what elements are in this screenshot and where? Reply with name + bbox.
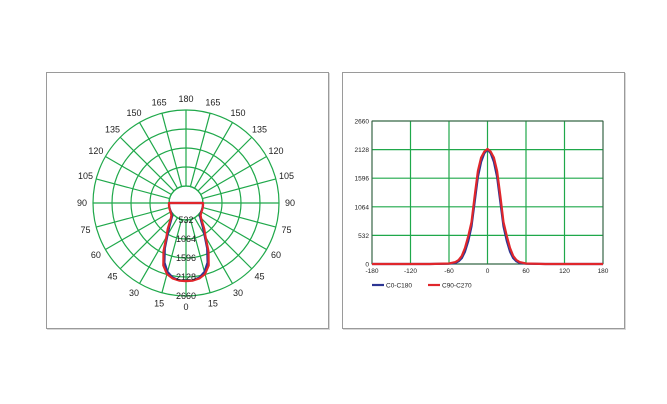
polar-angle-label: 75 xyxy=(81,225,91,235)
legend-label: C0-C180 xyxy=(386,282,412,289)
polar-chart: 180 1651501351201059075604530150153045607… xyxy=(77,94,295,312)
polar-angle-label: 135 xyxy=(252,124,267,134)
polar-angle-label: 105 xyxy=(279,171,294,181)
polar-angle-label: 135 xyxy=(105,124,120,134)
polar-angle-label: 165 xyxy=(152,98,167,108)
polar-ring-label: 532 xyxy=(178,215,193,225)
y-tick-label: 2128 xyxy=(355,147,370,154)
polar-ring xyxy=(92,109,280,297)
line-series-C90-C270 xyxy=(372,147,603,266)
polar-ring-label: 1596 xyxy=(176,253,196,263)
polar-ring-label: 1064 xyxy=(176,234,196,244)
polar-angle-label: 180 xyxy=(178,94,193,104)
polar-ring xyxy=(130,147,242,259)
plot-border xyxy=(371,120,604,265)
polar-angle-label: 120 xyxy=(269,146,284,156)
polar-ring-label: 2128 xyxy=(176,272,196,282)
polar-angle-label: 30 xyxy=(129,288,139,298)
polar-angle-label: 45 xyxy=(107,272,117,282)
x-tick-label: 0 xyxy=(486,268,490,275)
linear-chart-panel: -180 -120 -60 0 60 120 180 0 532 1064 1596 2128 2660… xyxy=(342,72,625,329)
polar-angle-label: 105 xyxy=(78,171,93,181)
polar-ring xyxy=(111,128,261,278)
y-tick-label: 0 xyxy=(365,262,369,269)
y-tick-label: 1596 xyxy=(355,176,370,183)
polar-ring xyxy=(149,166,223,240)
polar-angle-label: 30 xyxy=(233,288,243,298)
x-tick-label: 180 xyxy=(598,268,609,275)
x-tick-label: 120 xyxy=(559,268,570,275)
polar-angle-label: 45 xyxy=(255,272,265,282)
polar-angle-label: 90 xyxy=(285,198,295,208)
y-tick-label: 1064 xyxy=(355,204,370,211)
polar-angle-label: 150 xyxy=(230,108,245,118)
polar-angle-label: 90 xyxy=(77,198,87,208)
polar-ring-label: 2660 xyxy=(176,291,196,301)
x-tick-label: -120 xyxy=(404,268,417,275)
polar-series-C90-C270 xyxy=(162,201,210,283)
y-tick-label: 532 xyxy=(358,233,369,240)
legend-label: C90-C270 xyxy=(442,282,472,289)
polar-angle-label: 75 xyxy=(281,225,291,235)
polar-angle-label: 15 xyxy=(154,298,164,308)
x-tick-label: 60 xyxy=(522,268,530,275)
x-tick-label: -180 xyxy=(365,268,378,275)
polar-angle-label: 120 xyxy=(88,146,103,156)
linear-chart: -180 -120 -60 0 60 120 180 0 532 1064 1596 2128 2660… xyxy=(355,119,609,290)
polar-angle-label: 60 xyxy=(271,250,281,260)
polar-angle-label: 15 xyxy=(208,298,218,308)
x-tick-label: -60 xyxy=(444,268,454,275)
polar-angle-label: 60 xyxy=(91,250,101,260)
polar-angle-label: 165 xyxy=(205,98,220,108)
polar-chart-panel: 180 165 150 135 120 105 90 75 60 45 30 15 0 15 30 45 60 7… xyxy=(46,72,329,329)
polar-angle-label: 0 xyxy=(183,302,188,312)
polar-angle-label: 150 xyxy=(126,108,141,118)
y-tick-label: 2660 xyxy=(355,119,370,126)
